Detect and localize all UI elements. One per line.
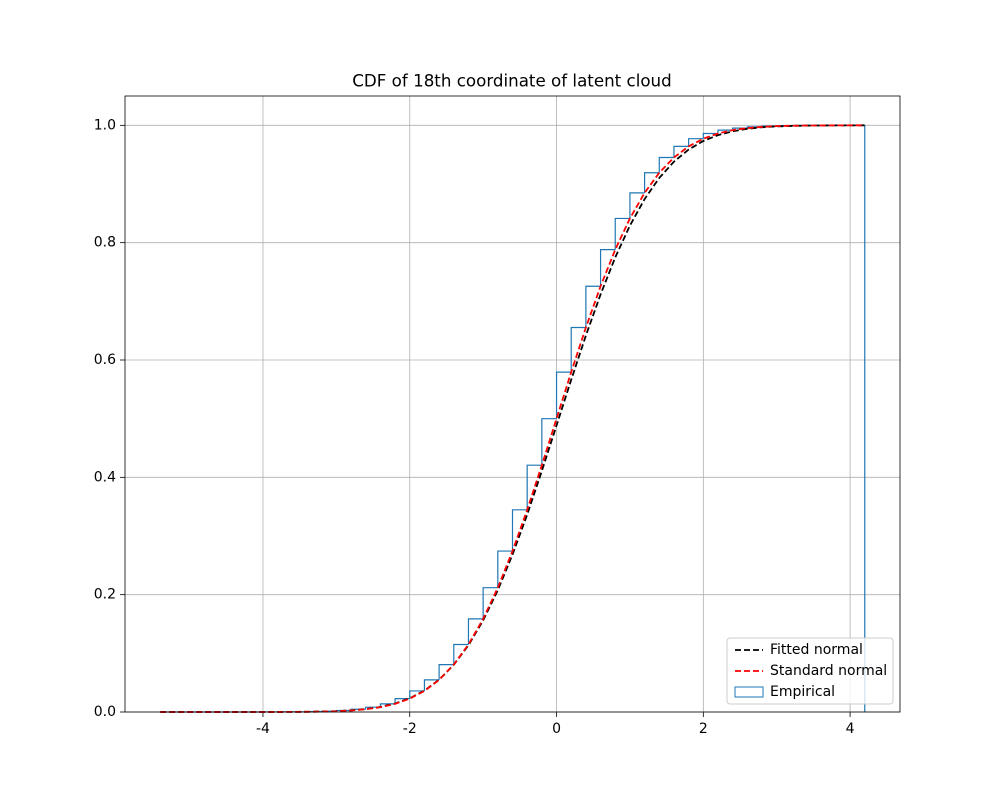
histogram-step	[644, 172, 660, 193]
histogram-step	[614, 217, 630, 250]
histogram-step	[658, 156, 674, 173]
histogram-step	[497, 550, 513, 588]
histogram-step	[585, 285, 601, 328]
histogram-step	[482, 587, 498, 619]
histogram-step	[526, 464, 542, 510]
y-tick-label: 0.8	[94, 235, 116, 251]
legend-label: Empirical	[770, 684, 835, 700]
y-tick-label: 0.2	[94, 587, 116, 603]
histogram-step	[438, 663, 454, 680]
x-tick-label: -4	[256, 721, 270, 737]
histogram-step	[453, 643, 469, 665]
y-tick-label: 0.4	[94, 469, 116, 485]
histogram-step	[555, 371, 572, 419]
y-tick-label: 0.0	[94, 704, 116, 720]
histogram-step	[673, 145, 689, 158]
histogram-step	[409, 690, 425, 699]
histogram-step	[688, 138, 704, 147]
histogram-step	[702, 132, 718, 139]
histogram-step	[511, 509, 528, 552]
histogram-step	[394, 698, 410, 704]
y-tick-label: 1.0	[94, 117, 116, 133]
y-tick-label: 0.6	[94, 352, 116, 368]
histogram-step	[541, 418, 557, 466]
plot-frame	[124, 95, 901, 713]
chart-title: CDF of 18th coordinate of latent cloud	[352, 71, 671, 91]
legend-box	[726, 637, 894, 705]
legend-label: Standard normal	[770, 663, 887, 679]
x-tick-label: 2	[699, 721, 708, 737]
histogram-step	[570, 326, 586, 373]
x-tick-label: 4	[846, 721, 855, 737]
histogram-step	[365, 706, 381, 710]
histogram-step	[717, 129, 733, 134]
legend-patch	[734, 686, 764, 698]
x-tick-label: -2	[403, 721, 417, 737]
histogram-step	[629, 192, 645, 219]
histogram-step	[423, 679, 440, 691]
legend-label: Fitted normal	[770, 642, 863, 658]
histogram-step	[599, 249, 616, 287]
histogram-step	[467, 618, 484, 645]
x-tick-label: 0	[552, 721, 561, 737]
